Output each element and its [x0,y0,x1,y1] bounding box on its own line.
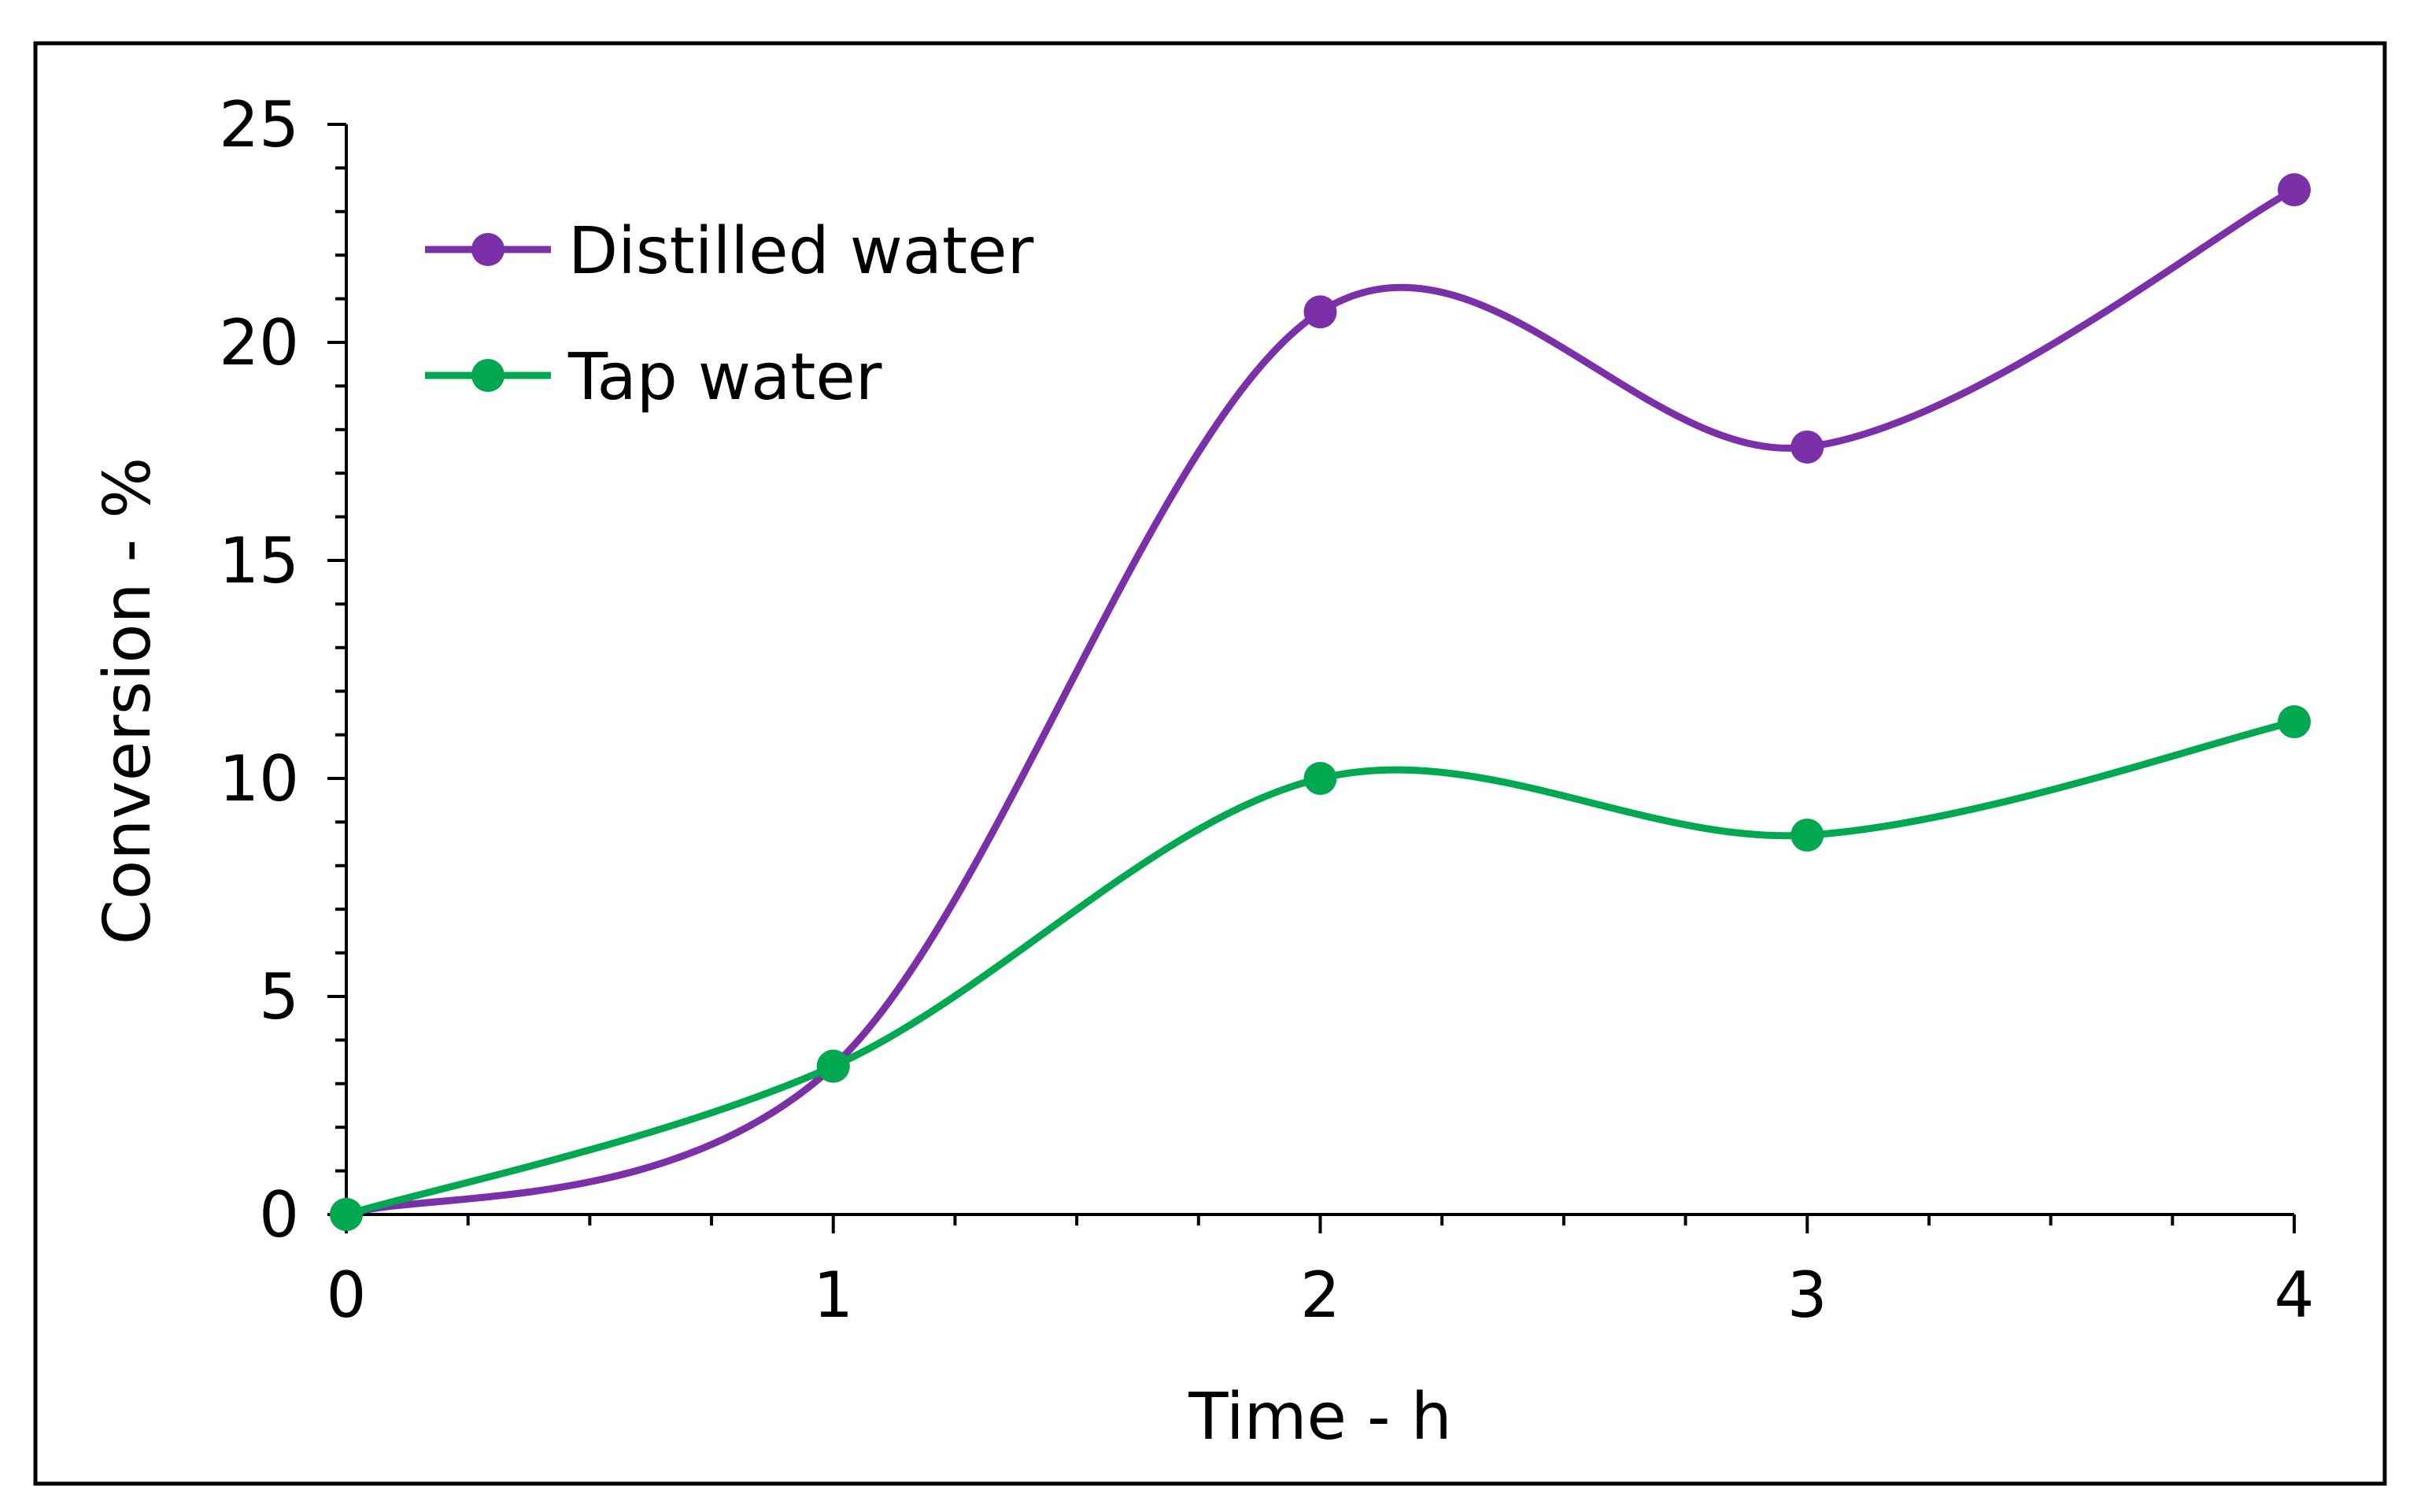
y-tick-label: 25 [219,88,299,161]
legend-marker-distilled-water [471,233,504,266]
x-tick-label: 4 [2275,1259,2315,1332]
data-point-tap-water [1791,819,1824,852]
axes: 0 5 10 15 20 25 0 1 2 3 4 [219,88,2314,1332]
series-layer [330,173,2311,1231]
data-point-tap-water [1303,762,1337,795]
x-tick-label: 2 [1300,1259,1340,1332]
chart-frame [33,41,2387,1486]
legend: Distilled water Tap water [425,214,1034,415]
y-tick-label: 20 [219,306,299,379]
y-tick-label: 10 [219,742,299,815]
x-axis-title: Time - h [1188,1380,1451,1455]
y-tick-label: 15 [219,524,299,597]
x-tick-label: 3 [1787,1259,1828,1332]
data-point-distilled-water [1791,430,1824,464]
y-tick-label: 0 [259,1178,299,1251]
data-point-distilled-water [1303,295,1337,329]
series-line-distilled-water [342,186,2298,1218]
data-point-distilled-water [2278,173,2311,207]
y-tick-label: 5 [259,960,299,1033]
legend-label-distilled-water: Distilled water [568,214,1034,289]
x-tick-label: 1 [813,1259,853,1332]
data-point-tap-water [816,1049,850,1083]
y-axis-title: Conversion - % [91,457,165,945]
data-point-tap-water [2278,704,2311,738]
x-tick-label: 0 [327,1259,367,1332]
legend-label-tap-water: Tap water [567,340,882,415]
data-point-tap-water [330,1198,363,1231]
legend-marker-tap-water [471,359,504,392]
